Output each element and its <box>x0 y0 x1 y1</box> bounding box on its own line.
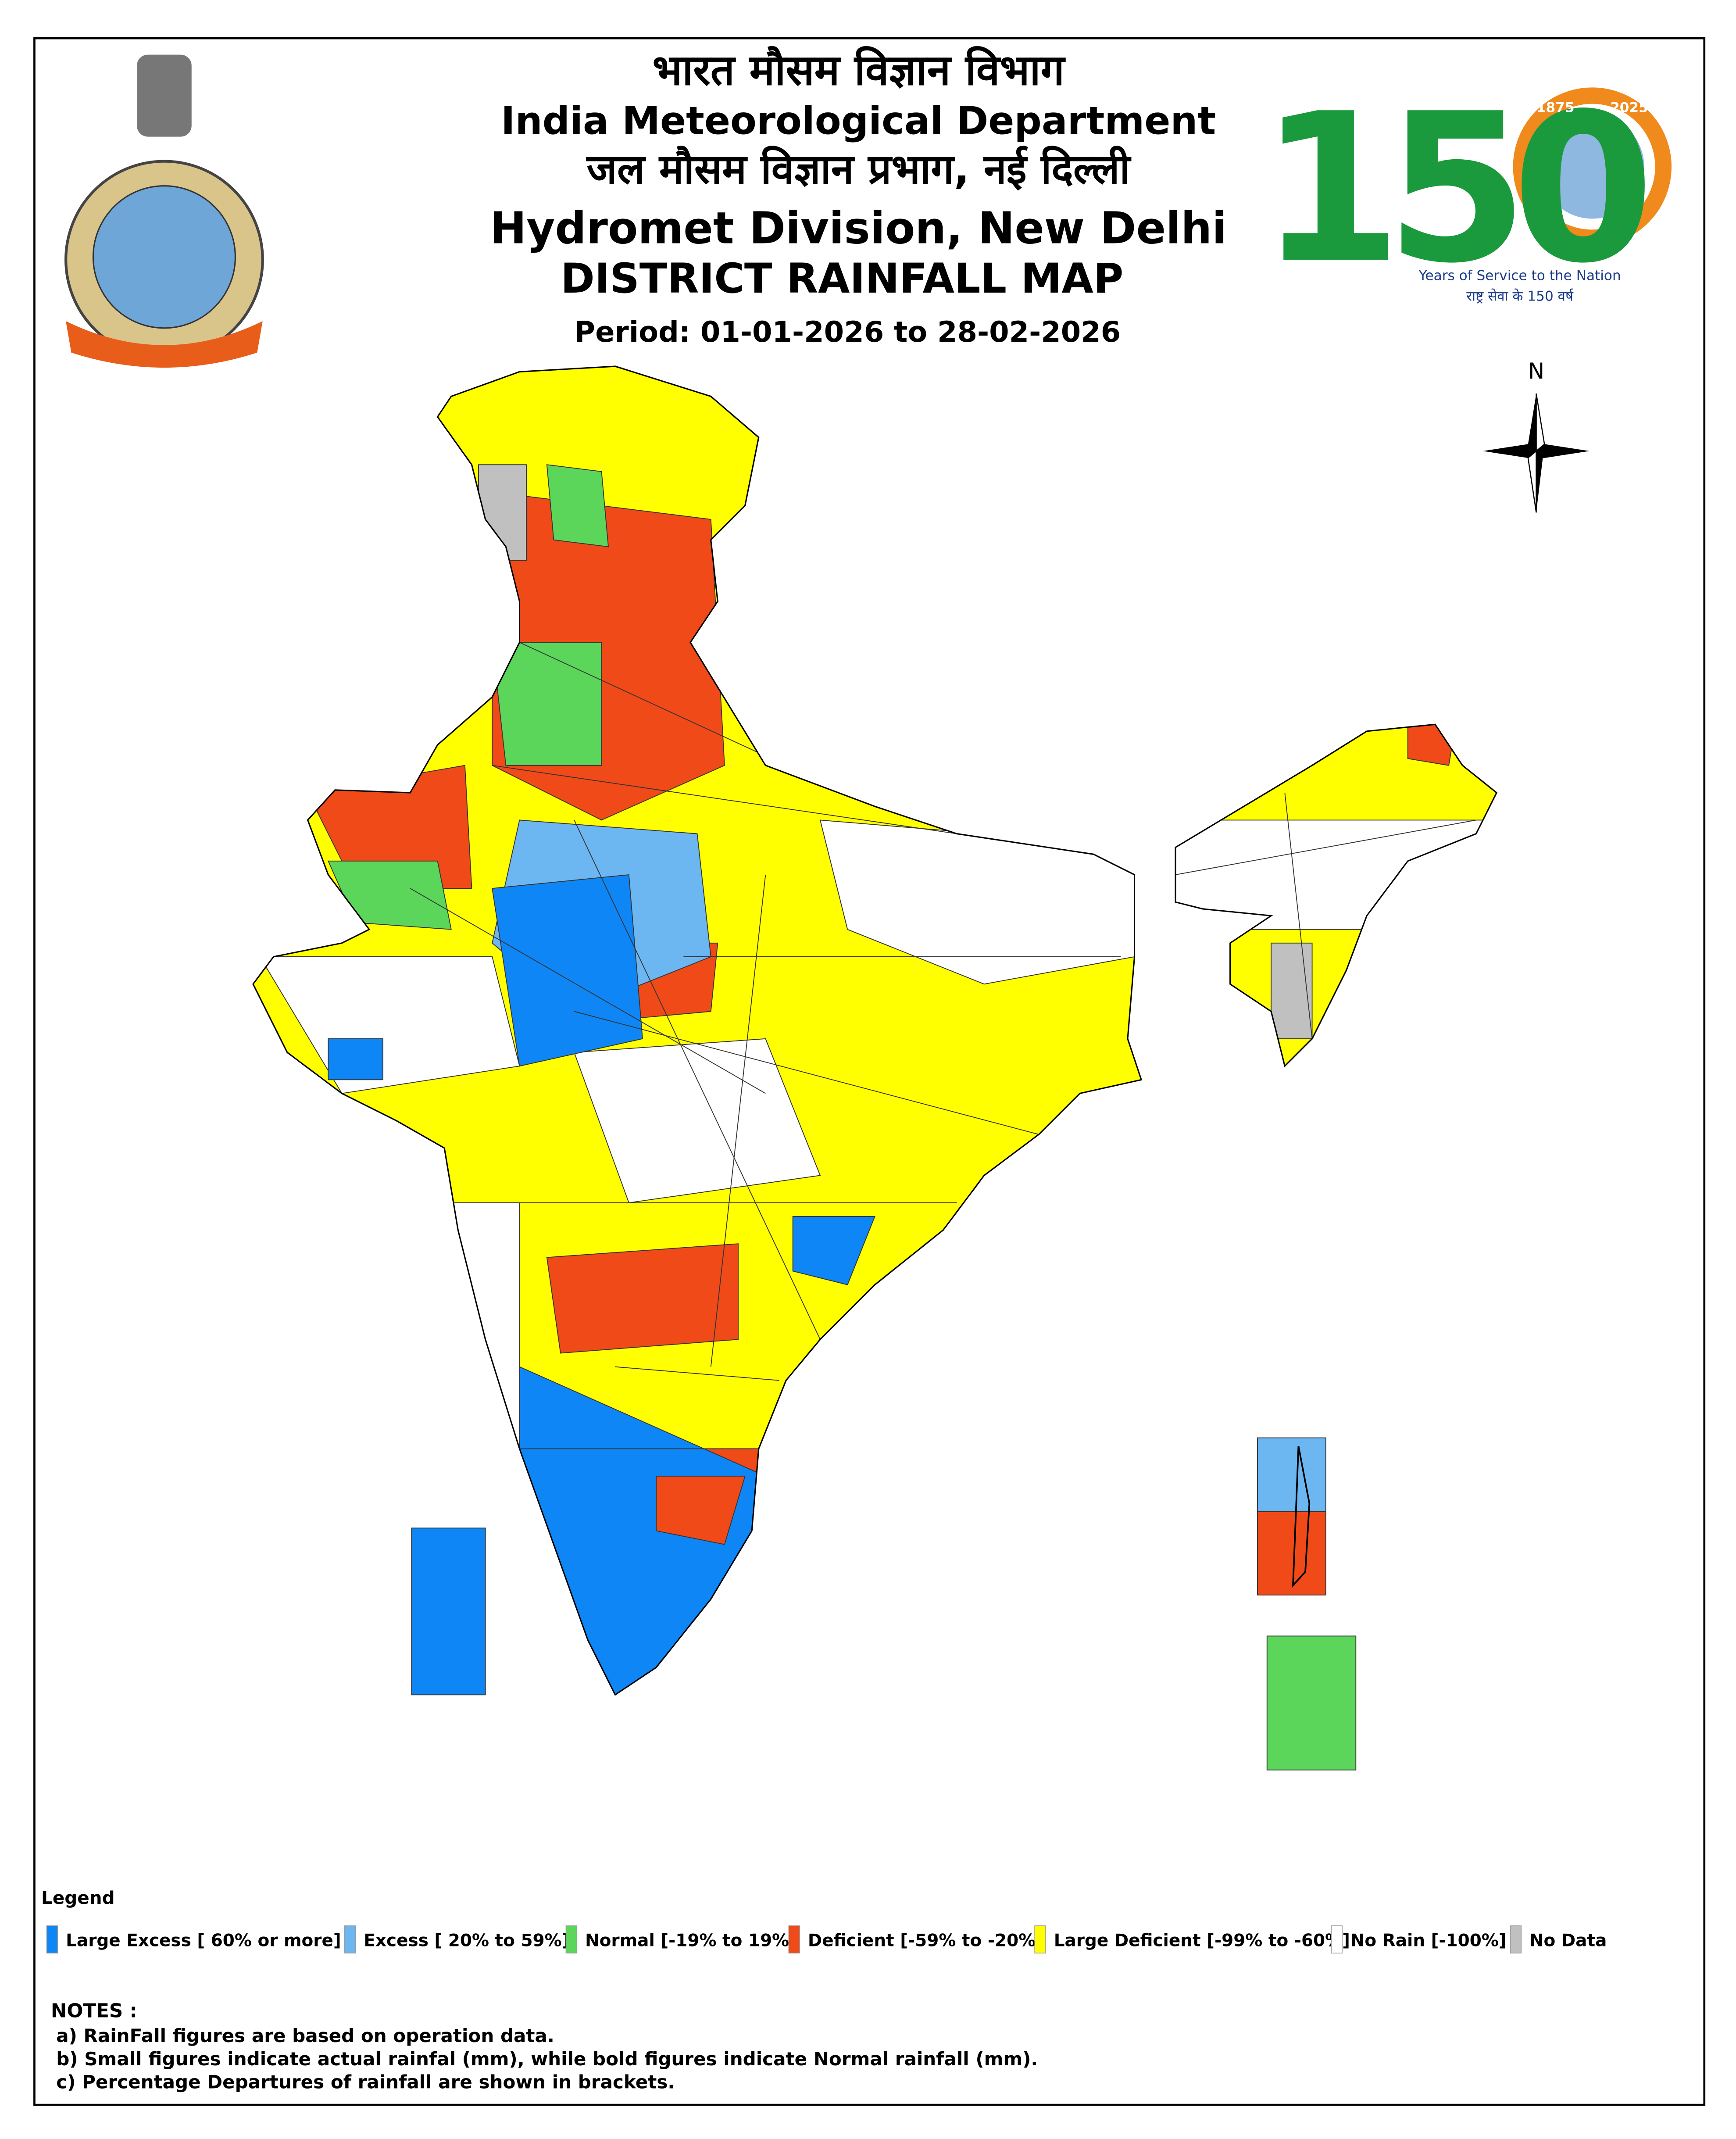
logo-number: 150 <box>1259 70 1646 308</box>
compass-label: N <box>1528 358 1544 384</box>
lakshadweep-box <box>411 1527 486 1695</box>
legend-label: Excess [ 20% to 59%] <box>364 1931 569 1951</box>
district-region <box>546 464 609 547</box>
district-region <box>492 642 602 766</box>
compass: N <box>1483 358 1590 513</box>
note-line: b) Small figures indicate actual rainfal… <box>56 2048 1038 2070</box>
logo-end-year: 2025 <box>1610 100 1648 115</box>
logo-start-year: 1875 <box>1536 100 1575 115</box>
district-region <box>656 1475 746 1545</box>
legend-label: Large Deficient [-99% to -60%] <box>1054 1931 1350 1951</box>
division-hindi: जल मौसम विज्ञान प्रभाग, नई दिल्ली <box>586 145 1132 193</box>
andaman-south-box <box>1257 1511 1326 1595</box>
legend-title: Legend <box>41 1887 115 1908</box>
district-region <box>492 874 643 1067</box>
legend-swatch <box>1034 1925 1046 1954</box>
notes-title: NOTES : <box>51 2000 137 2022</box>
district-region <box>328 1038 383 1080</box>
district-region <box>1271 942 1313 1039</box>
district-region <box>573 1038 821 1203</box>
anniversary-logo: 150 1875 2025 Years of Service to the Na… <box>1259 70 1672 308</box>
legend-label: Normal [-19% to 19%] <box>585 1931 797 1951</box>
notes: a) RainFall figures are based on operati… <box>56 2025 1038 2093</box>
title-hindi: भारत मौसम विज्ञान विभाग <box>653 45 1066 95</box>
title-english: India Meteorological Department <box>501 98 1216 143</box>
legend-label: No Data <box>1529 1931 1607 1951</box>
nicobar-box <box>1266 1635 1357 1771</box>
legend-label: Deficient [-59% to -20%] <box>808 1931 1043 1951</box>
legend-swatch <box>1331 1925 1343 1954</box>
legend: Large Excess [ 60% or more] Excess [ 20% … <box>46 1925 1607 1954</box>
legend-swatch <box>788 1925 800 1954</box>
legend-swatch <box>46 1925 58 1954</box>
note-line: c) Percentage Departures of rainfall are… <box>56 2071 675 2093</box>
period: Period: 01-01-2026 to 28-02-2026 <box>574 315 1121 349</box>
imd-logo <box>64 54 264 368</box>
division-english: Hydromet Division, New Delhi <box>490 203 1227 254</box>
india-outline <box>252 365 1498 1696</box>
legend-label: No Rain [-100%] <box>1350 1931 1507 1951</box>
legend-swatch <box>565 1925 578 1954</box>
note-line: a) RainFall figures are based on operati… <box>56 2025 554 2046</box>
legend-swatch <box>1510 1925 1522 1954</box>
map-title: DISTRICT RAINFALL MAP <box>561 255 1123 303</box>
andaman-islands <box>1292 1446 1311 1588</box>
logo-tagline: Years of Service to the Nation <box>1418 268 1621 284</box>
logo-tagline-hindi: राष्ट्र सेवा के 150 वर्ष <box>1466 288 1574 304</box>
andaman-north-box <box>1257 1437 1326 1512</box>
district-region <box>546 1243 739 1354</box>
district-region <box>792 1216 875 1285</box>
legend-label: Large Excess [ 60% or more] <box>66 1931 341 1951</box>
legend-swatch <box>344 1925 356 1954</box>
